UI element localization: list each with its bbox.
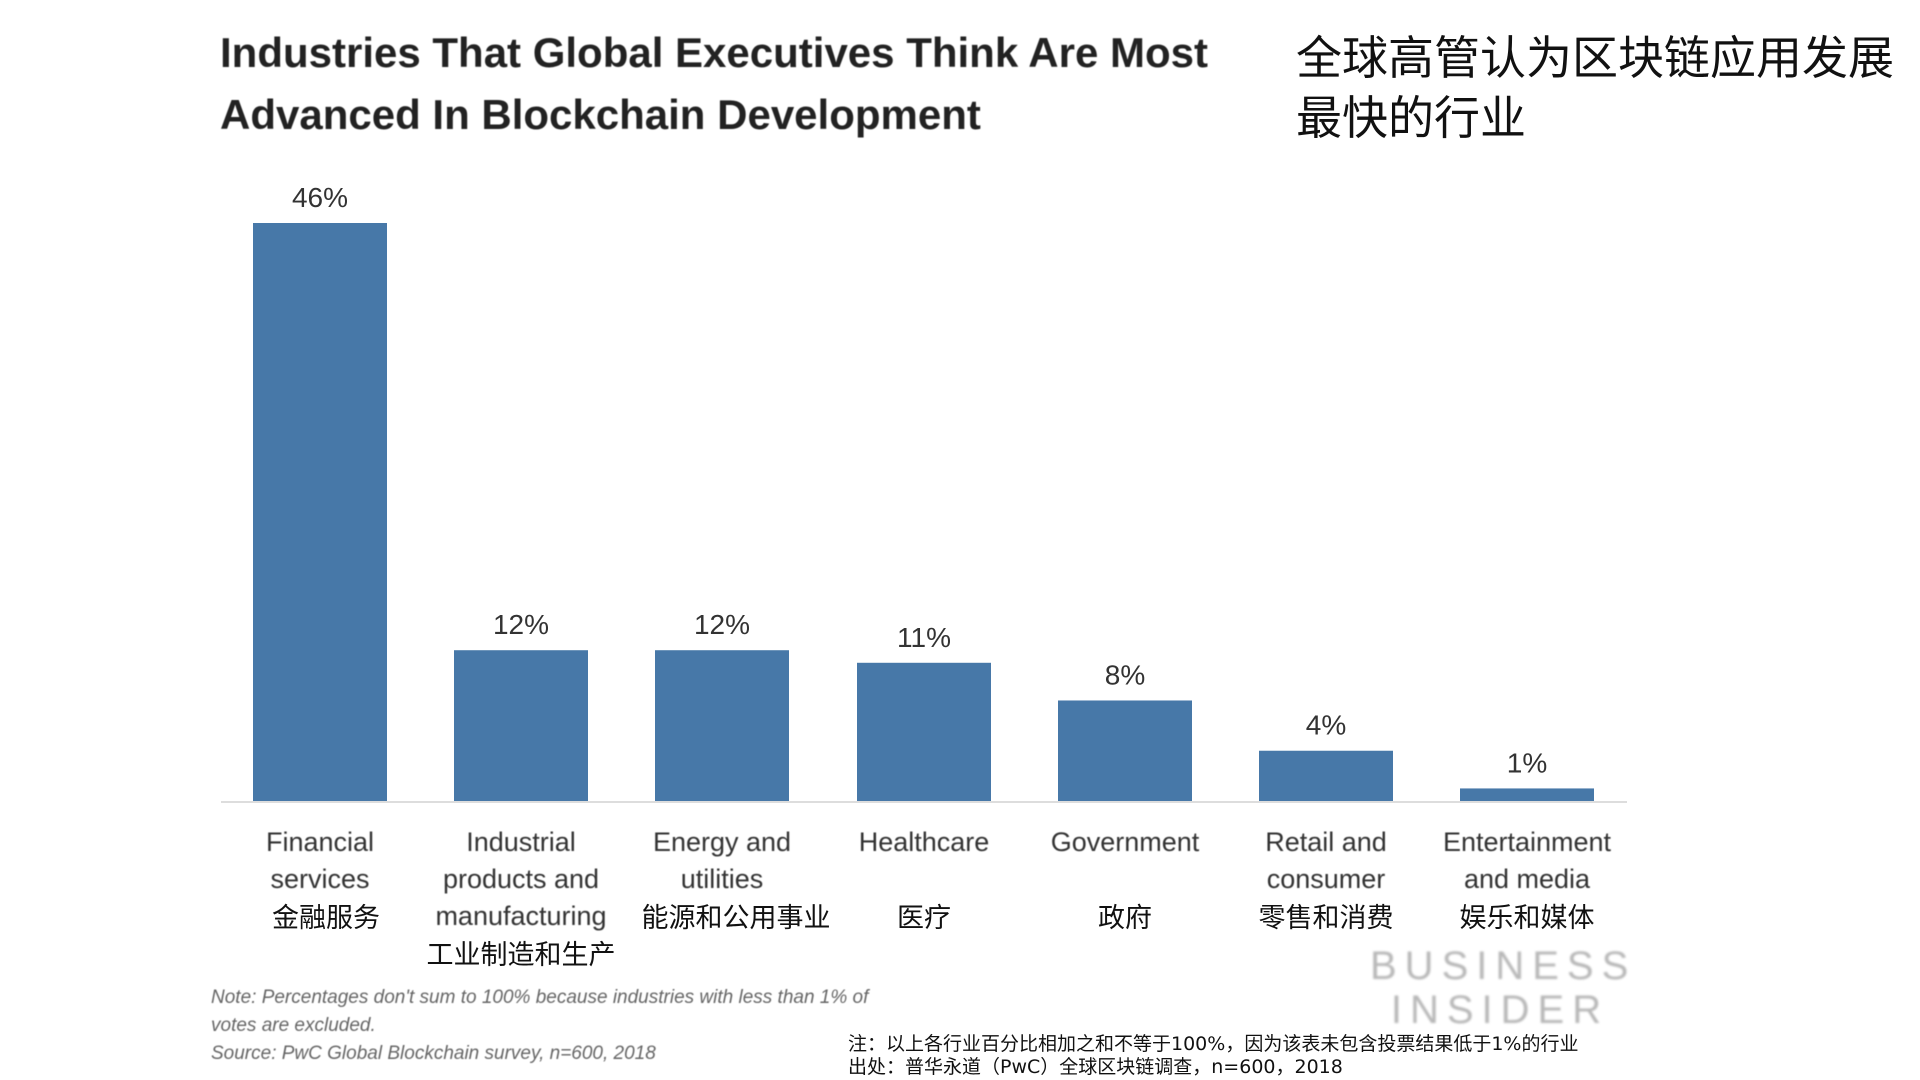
category-label-line: Financial [265, 827, 375, 857]
note-line-1: Note: Percentages don't sum to 100% beca… [211, 987, 869, 1008]
category-label: Entertainment and media [1427, 824, 1627, 898]
data-label: 8% [1105, 659, 1145, 690]
bar [454, 650, 588, 801]
data-label: 1% [1507, 747, 1547, 778]
bar [857, 662, 991, 801]
category-label-zh: 娱乐和媒体 [1459, 903, 1595, 934]
category-label: Retail and consumer [1226, 824, 1426, 898]
note-line-2: votes are excluded. [211, 1015, 376, 1036]
data-label: 11% [897, 622, 951, 653]
category-label: Healthcare [824, 824, 1024, 861]
category-label: Energy and utilities [622, 824, 822, 898]
bar [1460, 788, 1594, 801]
source-zh-line: 出处：普华永道（PwC）全球区块链调查，n=600，2018 [848, 1056, 1343, 1078]
data-label: 46% [292, 182, 348, 213]
title-line-2: Advanced In Blockchain Development [220, 91, 981, 138]
chart-note: Note: Percentages don't sum to 100% beca… [211, 984, 868, 1068]
category-label-zh: 工业制造和生产 [426, 940, 616, 971]
chart-title-en: Industries That Global Executives Think … [220, 22, 1208, 146]
data-label: 4% [1306, 710, 1346, 741]
title-line-1: Industries That Global Executives Think … [220, 29, 1208, 76]
bar [1259, 750, 1393, 801]
category-label-line: utilities [680, 864, 764, 894]
category-label-line: Retail and [1265, 827, 1387, 857]
chart-title-zh: 全球高管认为区块链应用发展最快的行业 [1296, 31, 1894, 145]
logo-line-2: INSIDER [1390, 988, 1610, 1032]
category-label: Industrial products and manufacturing [421, 824, 621, 935]
category-label-line: consumer [1266, 864, 1386, 894]
category-label-zh: 政府 [1098, 903, 1152, 934]
category-label-line: manufacturing [435, 901, 607, 931]
category-label-zh: 金融服务 [272, 903, 380, 934]
category-label-line: Industrial [466, 827, 576, 857]
category-label-line: and media [1463, 864, 1591, 894]
note-zh-line: 注：以上各行业百分比相加之和不等于100%，因为该表未包含投票结果低于1%的行业 [848, 1033, 1579, 1055]
bar [253, 223, 387, 801]
category-label: Financial services [220, 824, 420, 898]
category-label-line: services [270, 864, 370, 894]
category-label-zh: 零售和消费 [1258, 903, 1394, 934]
chart-note-zh: 注：以上各行业百分比相加之和不等于100%，因为该表未包含投票结果低于1%的行业… [848, 1033, 1578, 1079]
category-label-line: products and [442, 864, 600, 894]
logo-line-1: BUSINESS [1370, 944, 1637, 988]
data-label: 12% [694, 609, 750, 640]
bar [1058, 700, 1192, 801]
category-label-line: Government [1050, 827, 1200, 857]
category-label-zh: 能源和公用事业 [641, 903, 831, 934]
category-label-zh: 医疗 [897, 903, 951, 934]
bar [655, 650, 789, 801]
category-label-line: Healthcare [858, 827, 990, 857]
data-label: 12% [493, 609, 549, 640]
category-label: Government [1025, 824, 1225, 861]
category-label-line: Entertainment [1442, 827, 1612, 857]
business-insider-logo: BUSINESS INSIDER [1370, 944, 1630, 1032]
source-line: Source: PwC Global Blockchain survey, n=… [211, 1043, 656, 1064]
category-label-line: Energy and [652, 827, 792, 857]
